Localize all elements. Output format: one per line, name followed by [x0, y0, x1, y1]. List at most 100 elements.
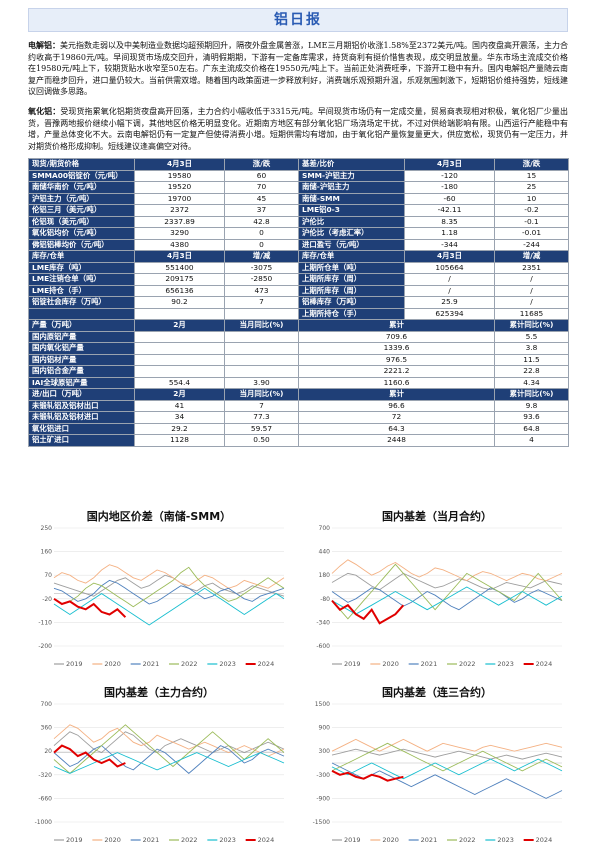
row-value — [224, 342, 299, 355]
legend-label: 2023 — [497, 660, 514, 668]
row-label: 上期所库存（周） — [298, 273, 405, 286]
row-value: 15 — [494, 169, 569, 183]
legend-label: 2020 — [382, 660, 399, 668]
header-cell: 累计 — [298, 388, 495, 401]
y-tick-label: -660 — [38, 795, 52, 802]
legend-label: 2022 — [459, 836, 476, 842]
header-cell: 2月 — [134, 388, 225, 401]
header-cell: 累计同比(%) — [494, 388, 569, 401]
row-value: 2221.2 — [298, 365, 495, 378]
table-row: 伦铝三月（美元/吨） 2372 37 LME铝0-3 -42.11 -0.2 — [28, 204, 569, 217]
row-label: 沪铝主力（元/吨） — [28, 192, 135, 206]
header-cell: 4月3日 — [404, 158, 495, 171]
row-value: -344 — [404, 238, 495, 252]
row-label: 铝棒库存（万吨） — [298, 296, 405, 309]
row-label: 南储-SMM — [298, 192, 405, 206]
row-value: -180 — [404, 181, 495, 194]
chart-svg: -1500 -900 -300 300 900 1500 2019 2020 2021 2022 2… — [313, 701, 563, 842]
chart-title: 国内地区价差（南储-SMM） — [86, 510, 232, 523]
row-value: / — [404, 284, 495, 298]
y-tick-label: 1500 — [315, 701, 330, 708]
row-value: 4380 — [134, 238, 225, 252]
row-label: 进口盈亏（元/吨） — [298, 238, 405, 252]
legend-label: 2024 — [536, 660, 553, 668]
series-line-2020 — [331, 559, 563, 582]
y-tick-label: -110 — [38, 619, 52, 626]
y-tick-label: -1500 — [313, 819, 331, 826]
row-value: 473 — [224, 284, 299, 298]
row-value: 11.5 — [494, 353, 569, 367]
row-value: 9.8 — [494, 399, 569, 413]
series-line-2020 — [53, 564, 285, 589]
row-label: 南储华南价（元/吨） — [28, 181, 135, 194]
row-value: 72 — [298, 411, 495, 424]
table-row: 国内原铝产量 709.6 5.5 — [28, 330, 569, 344]
table-header-row: 现货/期货价格 4月3日 涨/跌 基差/比价 4月3日 涨/跌 — [28, 158, 569, 171]
series-line-2024 — [331, 770, 404, 782]
row-value: 1339.6 — [298, 342, 495, 355]
row-value: 10 — [494, 192, 569, 206]
chart-title: 国内基差（主力合约） — [104, 686, 214, 699]
legend-label: 2024 — [258, 836, 275, 842]
row-value: 625394 — [404, 307, 495, 321]
chart-title: 国内基差（当月合约） — [382, 510, 492, 523]
row-label — [28, 307, 135, 321]
table-row: 沪铝主力（元/吨） 19700 45 南储-SMM -60 10 — [28, 192, 569, 206]
row-value: 70 — [224, 181, 299, 194]
row-value: 96.6 — [298, 399, 495, 413]
legend-label: 2021 — [143, 836, 160, 842]
legend-label: 2019 — [66, 660, 83, 668]
row-value: 0 — [224, 227, 299, 240]
row-value: 709.6 — [298, 330, 495, 344]
row-label: 沪伦比（考虑汇率） — [298, 227, 405, 240]
row-value — [224, 365, 299, 378]
header-cell: 进/出口（万吨） — [28, 388, 135, 401]
row-value: 8.35 — [404, 215, 495, 229]
row-value: 3.90 — [224, 376, 299, 390]
y-tick-label: 300 — [319, 748, 331, 755]
row-value: 29.2 — [134, 422, 225, 436]
row-value: 11685 — [494, 307, 569, 321]
series-line-2023 — [53, 752, 285, 774]
row-label: 国内原铝产量 — [28, 330, 135, 344]
row-value: 90.2 — [134, 296, 225, 309]
row-value: 25.9 — [404, 296, 495, 309]
table-row: 未锻轧铝及铝材出口 41 7 96.6 9.8 — [28, 399, 569, 413]
y-tick-label: -1000 — [35, 819, 53, 826]
row-value: 19580 — [134, 169, 225, 183]
table-row: LME持仓（手） 656136 473 上期所库存（周） / / — [28, 284, 569, 298]
header-cell: 4月3日 — [134, 158, 225, 171]
table-row: 国内铝材产量 976.5 11.5 — [28, 353, 569, 367]
row-label: 上期所仓单（吨） — [298, 261, 405, 275]
series-line-2020 — [53, 724, 285, 757]
legend-label: 2024 — [536, 836, 553, 842]
y-tick-label: 440 — [319, 549, 331, 556]
series-line-2023 — [53, 587, 285, 626]
series-line-2019 — [331, 572, 563, 591]
legend-label: 2020 — [382, 836, 399, 842]
y-tick-label: 70 — [44, 572, 52, 579]
y-tick-label: -600 — [316, 643, 330, 650]
charts-area: 国内地区价差（南储-SMM） -200 -110 -20 70 160 250 2019 20… — [28, 508, 568, 842]
header-cell: 库存/仓单 — [28, 250, 135, 263]
y-tick-label: -320 — [38, 772, 52, 779]
row-value: -0.01 — [494, 227, 569, 240]
header-cell: 涨/跌 — [494, 158, 569, 171]
row-value: 1160.6 — [298, 376, 495, 390]
series-line-2024 — [53, 597, 127, 618]
row-value: 4 — [494, 434, 569, 447]
row-value: 4.34 — [494, 376, 569, 390]
table-row: 铝锭社会库存（万吨） 90.2 7 铝棒库存（万吨） 25.9/ — [28, 296, 569, 309]
legend-label: 2022 — [181, 836, 198, 842]
table-header-row: 进/出口（万吨） 2月 当月同比(%) 累计 累计同比(%) — [28, 388, 569, 401]
daily-report-page: 铝日报 电解铝：美元指数走弱以及中美制造业数据均超预期回升，隔夜外盘金属普涨，L… — [28, 8, 569, 447]
table-row: 国内铝合金产量 2221.2 22.8 — [28, 365, 569, 378]
row-value: 42.8 — [224, 215, 299, 229]
row-value: 976.5 — [298, 353, 495, 367]
legend-label: 2023 — [219, 836, 236, 842]
legend-label: 2023 — [497, 836, 514, 842]
row-value: 3.8 — [494, 342, 569, 355]
row-label: IAI全球原铝产量 — [28, 376, 135, 390]
row-value: 656136 — [134, 284, 225, 298]
row-label: 国内铝合金产量 — [28, 365, 135, 378]
